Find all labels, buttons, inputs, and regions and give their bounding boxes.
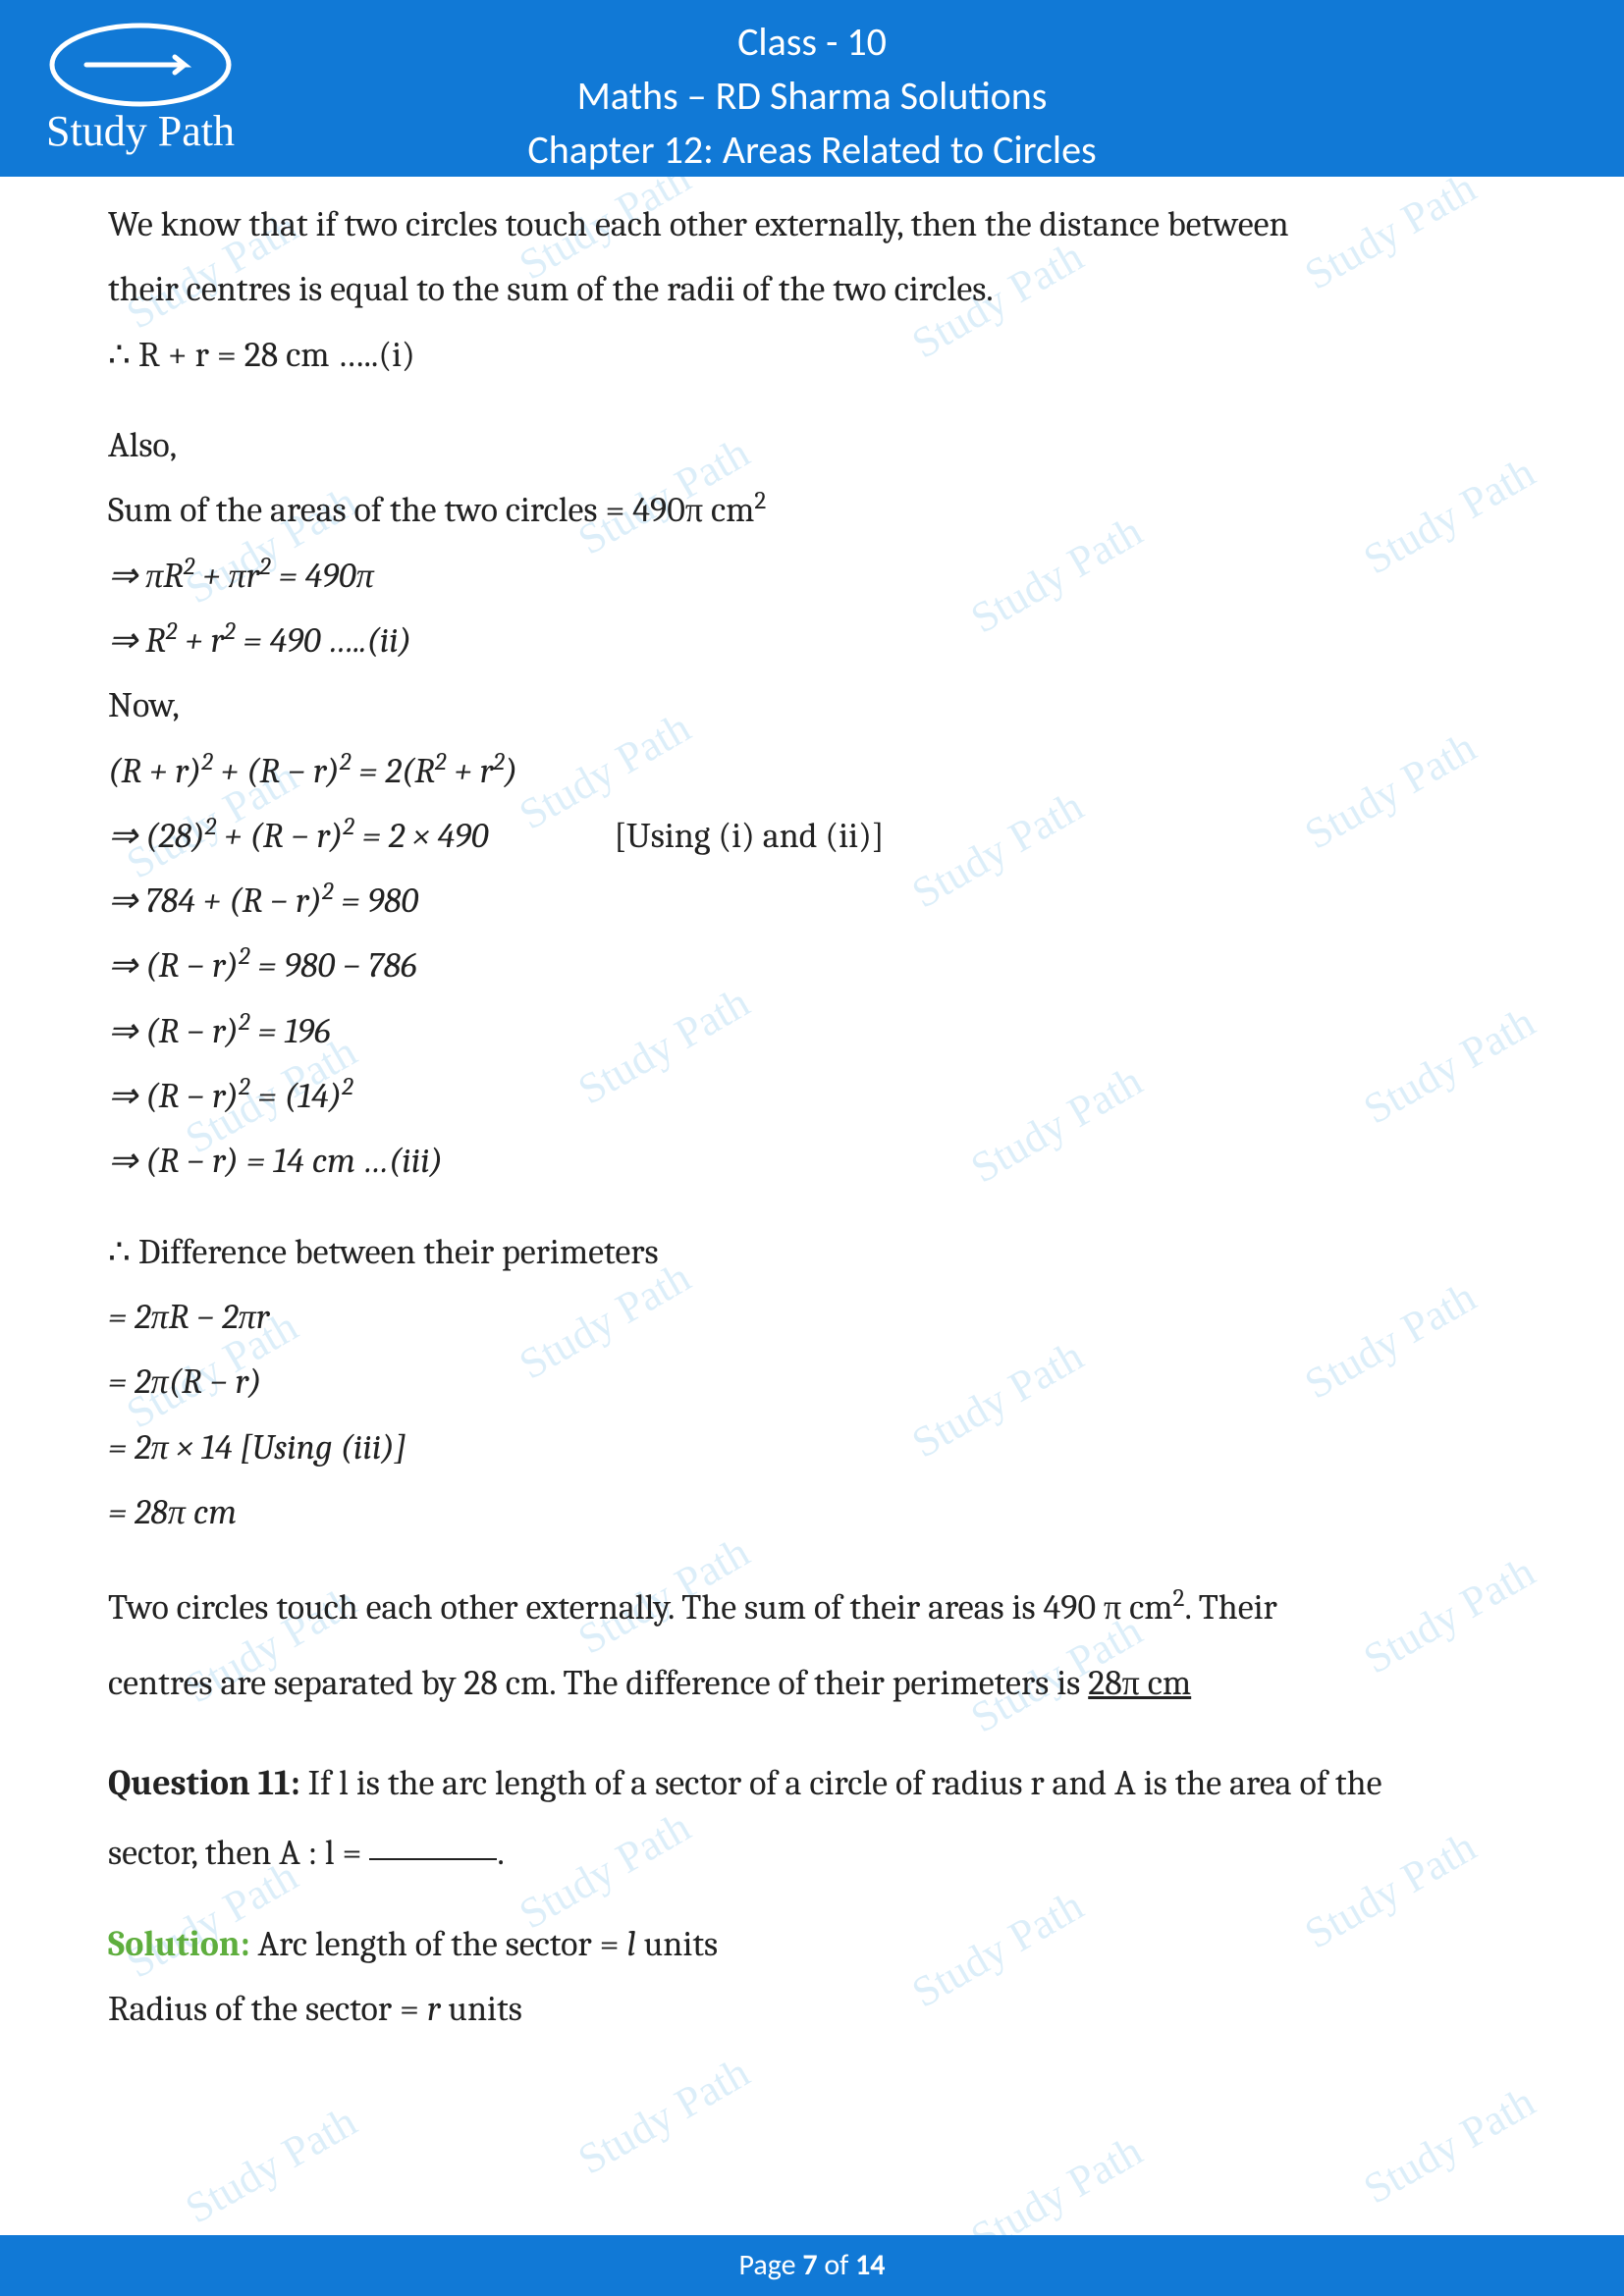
page-current: 7 (802, 2247, 817, 2283)
fill-blank (369, 1858, 497, 1860)
text-line: Now, (108, 677, 1516, 734)
text-line: We know that if two circles touch each o… (108, 196, 1516, 253)
question-line: sector, then A : l = . (108, 1825, 1516, 1882)
equation: ⇒ (R − r)2 = 196 (108, 1003, 1516, 1060)
page-footer: Page 7 of 14 (0, 2235, 1624, 2296)
equation: = 2πR − 2πr (108, 1289, 1516, 1346)
equation: ⇒ (R − r)2 = 980 − 786 (108, 937, 1516, 994)
page-header: Study Path Class - 10 Maths – RD Sharma … (0, 0, 1624, 177)
text-line: Also, (108, 417, 1516, 474)
svg-text:Study Path: Study Path (46, 107, 235, 155)
question-line: Question 11: If l is the arc length of a… (108, 1750, 1516, 1817)
equation: ⇒ (R − r)2 = (14)2 (108, 1068, 1516, 1125)
final-answer: 28π cm (1088, 1663, 1191, 1703)
brand-logo: Study Path (27, 18, 253, 165)
solution-line: Radius of the sector = r units (108, 1981, 1516, 2038)
solution-line: Solution: Arc length of the sector = l u… (108, 1916, 1516, 1973)
equation: = 28π cm (108, 1484, 1516, 1541)
solution-label: Solution: (108, 1924, 250, 1964)
page-content: We know that if two circles touch each o… (0, 177, 1624, 2038)
text-line: ∴ Difference between their perimeters (108, 1224, 1516, 1281)
equation: ∴ R + r = 28 cm …..(i) (108, 327, 1516, 384)
watermark: Study Path (1355, 2076, 1543, 2214)
equation: ⇒ 784 + (R − r)2 = 980 (108, 873, 1516, 930)
equation: ⇒ πR2 + πr2 = 490π (108, 548, 1516, 605)
equation: ⇒ R2 + r2 = 490 …..(ii) (108, 613, 1516, 669)
text-line: centres are separated by 28 cm. The diff… (108, 1650, 1516, 1717)
equation: = 2π(R − r) (108, 1354, 1516, 1411)
text-line: Two circles touch each other externally.… (108, 1575, 1516, 1641)
watermark: Study Path (569, 2047, 758, 2184)
equation: ⇒ (R − r) = 14 cm …(iii) (108, 1133, 1516, 1190)
page-total: 14 (855, 2247, 885, 2283)
equation: (R + r)2 + (R − r)2 = 2(R2 + r2) (108, 743, 1516, 800)
question-label: Question 11: (108, 1763, 300, 1803)
equation: = 2π × 14 [Using (iii)] (108, 1419, 1516, 1476)
equation: ⇒ (28)2 + (R − r)2 = 2 × 490 [Using (i) … (108, 808, 1516, 865)
watermark: Study Path (177, 2096, 365, 2233)
equation: Sum of the areas of the two circles = 49… (108, 482, 1516, 539)
text-line: their centres is equal to the sum of the… (108, 261, 1516, 318)
